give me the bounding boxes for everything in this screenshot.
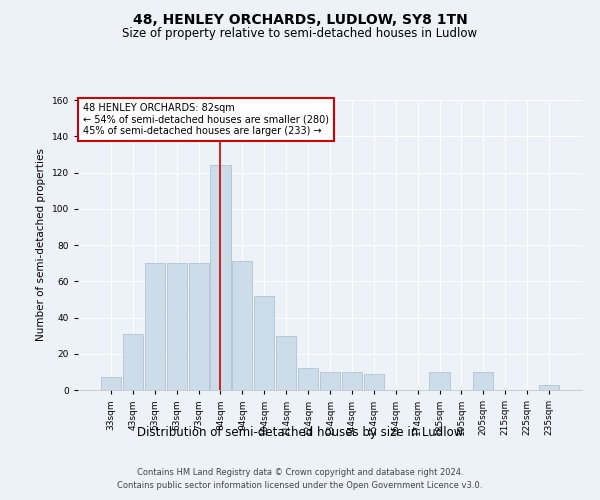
Bar bbox=[539, 384, 559, 390]
Text: Contains public sector information licensed under the Open Government Licence v3: Contains public sector information licen… bbox=[118, 482, 482, 490]
Bar bbox=[298, 368, 318, 390]
Bar bbox=[211, 165, 230, 390]
Bar bbox=[342, 372, 362, 390]
Bar bbox=[188, 263, 209, 390]
Text: 48, HENLEY ORCHARDS, LUDLOW, SY8 1TN: 48, HENLEY ORCHARDS, LUDLOW, SY8 1TN bbox=[133, 12, 467, 26]
Text: 48 HENLEY ORCHARDS: 82sqm
← 54% of semi-detached houses are smaller (280)
45% of: 48 HENLEY ORCHARDS: 82sqm ← 54% of semi-… bbox=[83, 103, 329, 136]
Bar bbox=[473, 372, 493, 390]
Bar bbox=[101, 378, 121, 390]
Y-axis label: Number of semi-detached properties: Number of semi-detached properties bbox=[36, 148, 46, 342]
Bar bbox=[167, 263, 187, 390]
Text: Distribution of semi-detached houses by size in Ludlow: Distribution of semi-detached houses by … bbox=[137, 426, 463, 439]
Bar bbox=[145, 263, 165, 390]
Bar bbox=[123, 334, 143, 390]
Bar bbox=[430, 372, 449, 390]
Bar bbox=[364, 374, 384, 390]
Bar bbox=[320, 372, 340, 390]
Text: Size of property relative to semi-detached houses in Ludlow: Size of property relative to semi-detach… bbox=[122, 28, 478, 40]
Bar bbox=[276, 336, 296, 390]
Bar bbox=[254, 296, 274, 390]
Bar bbox=[232, 262, 253, 390]
Text: Contains HM Land Registry data © Crown copyright and database right 2024.: Contains HM Land Registry data © Crown c… bbox=[137, 468, 463, 477]
